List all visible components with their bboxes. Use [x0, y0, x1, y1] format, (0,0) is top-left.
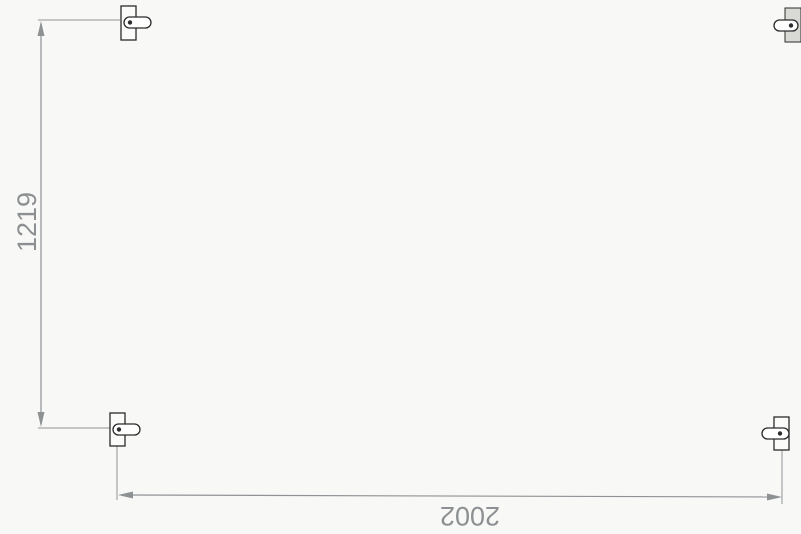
- height-dimension: 1219: [12, 19, 120, 429]
- mount-bracket-top-right-icon: [773, 7, 801, 43]
- height-arrow-top: [37, 21, 45, 36]
- width-dimension-label: 2002: [440, 501, 500, 531]
- width-arrow-right: [767, 493, 782, 501]
- mount-bracket-bottom-left-icon: [109, 412, 141, 447]
- height-dimension-label: 1219: [12, 192, 42, 252]
- width-dimension: 2002: [116, 446, 783, 531]
- width-dimension-line: [121, 494, 779, 498]
- mount-bracket-bottom-right-icon: [761, 416, 790, 451]
- height-arrow-bottom: [37, 412, 45, 427]
- width-arrow-left: [118, 491, 133, 499]
- mount-bracket-top-left-icon: [120, 5, 152, 41]
